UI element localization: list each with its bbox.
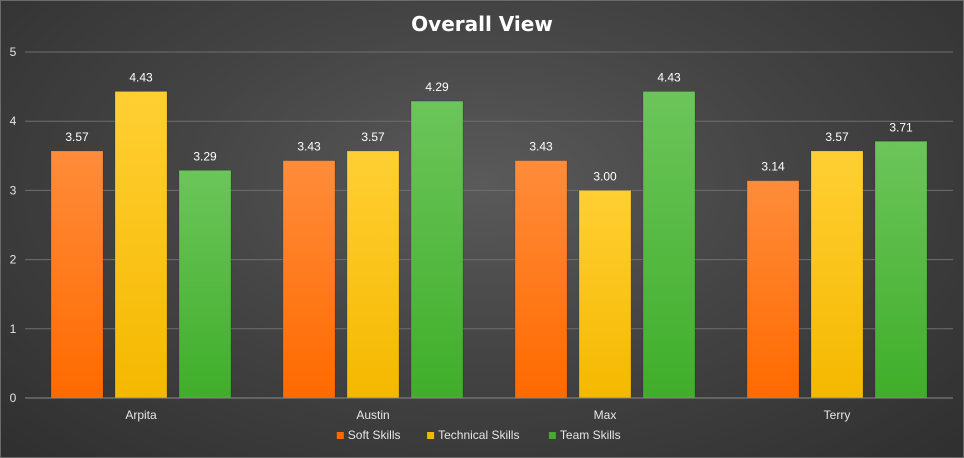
y-tick-label-4: 4: [10, 114, 17, 128]
y-tick-label-2: 2: [10, 253, 17, 267]
data-label-soft-skills-austin: 3.43: [297, 140, 321, 154]
bar-team-skills-arpita: [178, 169, 232, 399]
x-tick-label-austin: Austin: [356, 408, 389, 422]
chart-title: Overall View: [411, 12, 553, 36]
bar-soft-skills-terry: [746, 180, 800, 399]
legend: Soft Skills Technical Skills Team Skills: [336, 428, 621, 442]
bar-team-skills-terry: [874, 140, 928, 399]
bar-technical-skills-arpita: [114, 90, 168, 399]
y-tick-label-1: 1: [10, 322, 17, 336]
data-label-technical-skills-arpita: 4.43: [129, 70, 153, 84]
bar-soft-skills-max: [514, 160, 568, 399]
bar-technical-skills-austin: [346, 150, 400, 399]
data-label-technical-skills-austin: 3.57: [361, 130, 385, 144]
legend-swatch-soft-skills: [336, 432, 344, 439]
legend-swatch-technical-skills: [427, 432, 435, 439]
x-tick-label-arpita: Arpita: [125, 408, 157, 422]
x-tick-label-max: Max: [594, 408, 617, 422]
data-label-soft-skills-terry: 3.14: [761, 160, 785, 174]
y-tick-label-5: 5: [10, 45, 17, 59]
data-label-team-skills-arpita: 3.29: [193, 149, 217, 163]
legend-swatch-team-skills: [548, 432, 556, 439]
bar-team-skills-max: [642, 90, 696, 399]
bar-team-skills-austin: [410, 100, 464, 399]
bars-layer: [50, 90, 928, 399]
data-label-team-skills-max: 4.43: [657, 70, 681, 84]
legend-label-soft-skills: Soft Skills: [348, 428, 401, 442]
bar-technical-skills-terry: [810, 150, 864, 399]
bar-soft-skills-austin: [282, 160, 336, 399]
data-label-soft-skills-max: 3.43: [529, 140, 553, 154]
x-tick-label-terry: Terry: [824, 408, 851, 422]
bar-technical-skills-max: [578, 189, 632, 399]
y-tick-label-3: 3: [10, 183, 17, 197]
data-label-team-skills-terry: 3.71: [889, 120, 913, 134]
data-label-soft-skills-arpita: 3.57: [65, 130, 89, 144]
x-axis: Arpita Austin Max Terry: [25, 397, 953, 422]
y-tick-label-0: 0: [10, 391, 17, 405]
legend-label-team-skills: Team Skills: [560, 428, 621, 442]
bar-soft-skills-arpita: [50, 150, 104, 399]
data-label-technical-skills-terry: 3.57: [825, 130, 849, 144]
data-label-team-skills-austin: 4.29: [425, 80, 449, 94]
data-labels-layer: 3.57 4.43 3.29 3.43 3.57 4.29 3.43 3.00 4.43 3.14…: [65, 70, 913, 183]
data-label-technical-skills-max: 3.00: [593, 169, 617, 183]
legend-label-technical-skills: Technical Skills: [438, 428, 519, 442]
